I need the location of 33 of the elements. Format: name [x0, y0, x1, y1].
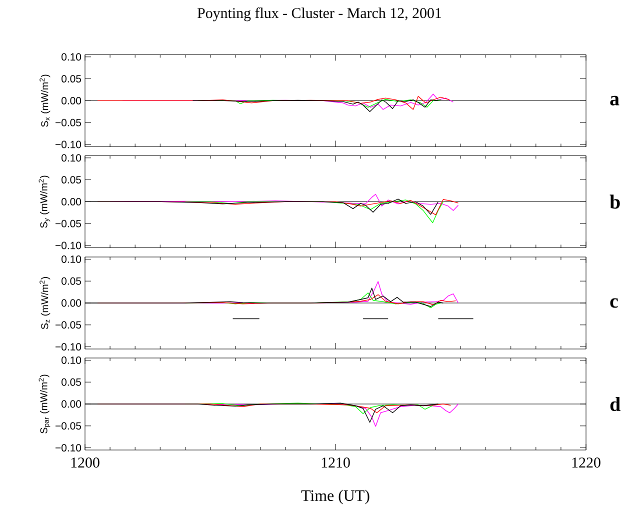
y-tick-label: −0.10 [56, 343, 82, 351]
y-tick-label: −0.05 [56, 220, 82, 228]
x-tick-label: 1210 [322, 458, 350, 468]
text: d [610, 396, 620, 411]
x-tick-label: 1200 [71, 458, 100, 468]
text: b [610, 194, 620, 209]
text: c [610, 298, 618, 308]
y-tick-label: −0.10 [56, 140, 82, 148]
y-tick-label: 0.05 [62, 378, 82, 386]
y-tick-label: −0.10 [56, 242, 82, 250]
y-tick-label: 0.10 [62, 356, 82, 364]
text: a [610, 96, 620, 106]
y-tick-label: 0.00 [62, 97, 82, 104]
y-tick-label: 0.05 [62, 277, 82, 285]
y-axis-title: S$_{y}$ (mW/m$^{2}$) [38, 176, 50, 228]
y-tick-label: 0.05 [62, 75, 82, 82]
y-tick-label: 0.10 [62, 53, 82, 61]
y-tick-label: 0.00 [62, 400, 82, 408]
y-tick-label: 0.05 [62, 176, 82, 184]
x-tick-label: 1220 [572, 458, 600, 468]
y-tick-label: −0.05 [56, 118, 82, 126]
x-axis-title: Time (UT) [301, 490, 370, 504]
y-axis-title: S$_{par}$ (mW/m$^{2}$) [38, 374, 50, 434]
y-axis-title: S$_{z}$ (mW/m$^{2}$) [40, 277, 50, 330]
y-axis-title: S$_{x}$ (mW/m$^{2}$) [40, 74, 50, 127]
y-tick-label: 0.10 [62, 255, 82, 263]
chart-title: Poynting flux - Cluster - March 12, 2001 [197, 7, 442, 22]
y-tick-label: 0.00 [62, 198, 82, 206]
y-tick-label: 0.00 [62, 299, 82, 307]
y-tick-label: −0.05 [56, 321, 82, 329]
y-tick-label: 0.10 [62, 154, 82, 162]
y-tick-label: −0.10 [56, 444, 82, 452]
y-tick-label: −0.05 [56, 422, 82, 430]
